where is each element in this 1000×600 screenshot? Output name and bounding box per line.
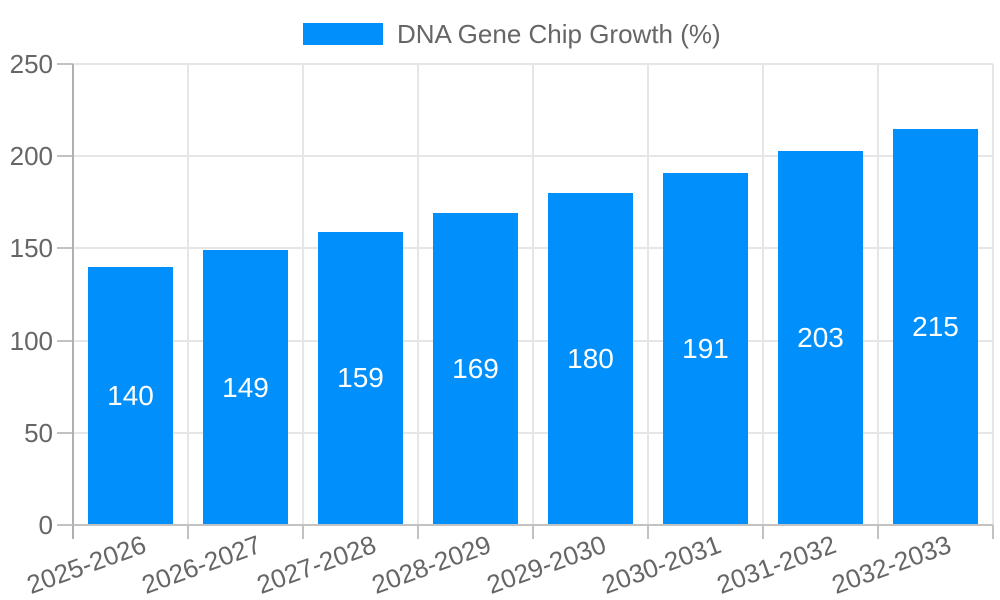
- bar-2028-2029: [433, 213, 518, 525]
- bar-value-label: 149: [222, 371, 269, 403]
- bar-2031-2032: [778, 150, 863, 525]
- chart-legend[interactable]: DNA Gene Chip Growth (%): [303, 21, 721, 47]
- x-axis-category-label: 2030-2031: [597, 529, 726, 600]
- bar-value-label: 203: [797, 321, 844, 353]
- x-axis-category-label: 2028-2029: [367, 529, 496, 600]
- x-axis-category-label: 2031-2032: [712, 529, 841, 600]
- bar-value-label: 191: [682, 332, 729, 364]
- x-gridline: [187, 64, 189, 525]
- y-axis-tick-label: 100: [9, 325, 53, 356]
- y-axis-tick: [57, 155, 73, 158]
- x-axis-tick: [187, 525, 189, 539]
- y-axis-tick-label: 0: [38, 510, 53, 540]
- bar-2030-2031: [663, 172, 748, 525]
- x-axis-tick: [992, 525, 994, 539]
- y-axis-tick: [57, 524, 73, 526]
- bar-value-label: 159: [337, 362, 384, 394]
- bar-value-label: 169: [452, 353, 499, 385]
- x-axis-category-label: 2029-2030: [482, 529, 611, 600]
- y-axis-tick: [57, 63, 73, 65]
- bar-2029-2030: [548, 193, 633, 525]
- y-axis-tick-label: 200: [9, 141, 53, 172]
- bar-2032-2033: [893, 128, 978, 525]
- y-axis-tick: [57, 339, 73, 342]
- x-axis-tick: [647, 525, 649, 539]
- legend-marker-swatch: [303, 23, 383, 45]
- legend-series-label: DNA Gene Chip Growth (%): [397, 19, 721, 49]
- x-axis-tick: [532, 525, 534, 539]
- x-axis-tick: [302, 525, 304, 539]
- x-axis-category-label: 2025-2026: [22, 529, 151, 600]
- x-gridline: [647, 64, 649, 525]
- bar-value-label: 180: [567, 343, 614, 375]
- bar-2027-2028: [318, 231, 403, 525]
- y-axis-line: [72, 64, 74, 539]
- y-axis-tick-label: 50: [24, 417, 53, 448]
- x-axis-tick: [417, 525, 419, 539]
- bar-value-label: 215: [912, 310, 959, 342]
- y-axis-tick-label: 150: [9, 233, 53, 264]
- y-axis-tick: [57, 247, 73, 250]
- bar-2025-2026: [88, 266, 173, 525]
- x-gridline: [762, 64, 764, 525]
- x-gridline: [302, 64, 304, 525]
- bar-value-label: 140: [107, 379, 154, 411]
- x-gridline: [532, 64, 534, 525]
- x-gridline: [417, 64, 419, 525]
- x-axis-line: [73, 524, 993, 526]
- x-axis-tick: [762, 525, 764, 539]
- x-axis-category-label: 2026-2027: [137, 529, 266, 600]
- x-axis-category-label: 2027-2028: [252, 529, 381, 600]
- y-axis-tick-label: 250: [9, 49, 53, 79]
- x-axis-tick: [877, 525, 879, 539]
- y-axis-tick: [57, 431, 73, 434]
- bar-2026-2027: [203, 250, 288, 525]
- x-axis-category-label: 2032-2033: [827, 529, 956, 600]
- x-gridline: [877, 64, 879, 525]
- x-gridline: [992, 64, 994, 525]
